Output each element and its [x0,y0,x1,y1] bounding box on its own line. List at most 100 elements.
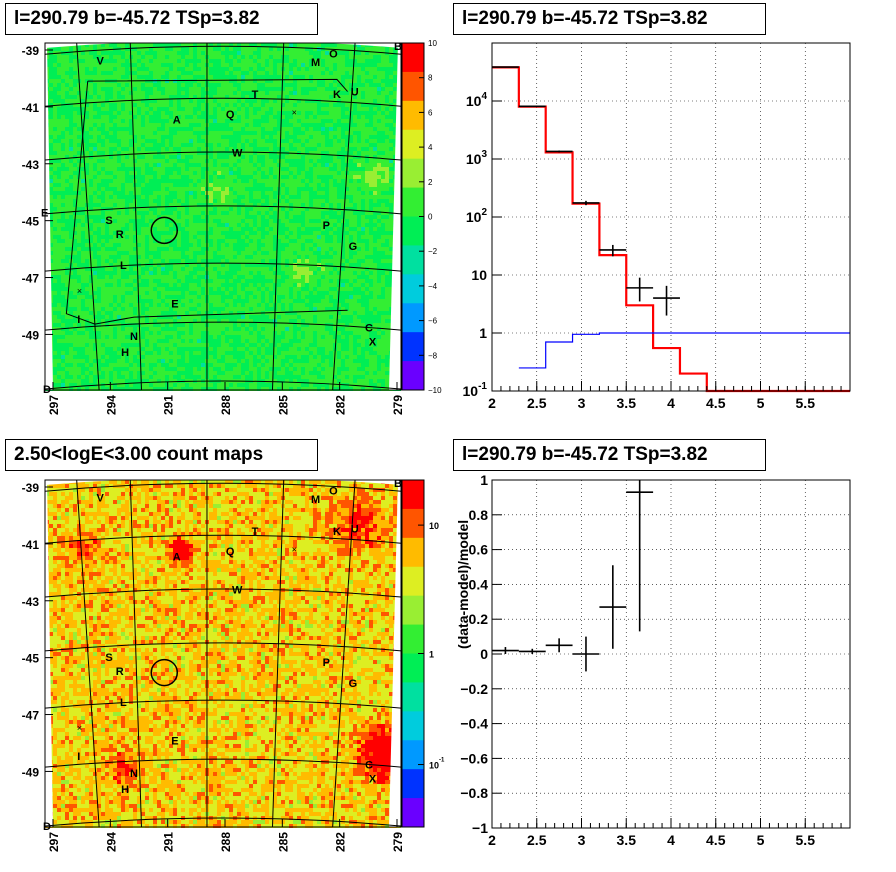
residual-heatmap-cell [377,95,381,99]
residual-heatmap-cell [49,223,53,227]
residual-heatmap-cell [257,103,261,107]
residual-heatmap-cell [329,67,333,71]
residual-heatmap-cell [61,267,65,271]
residual-heatmap-cell [289,235,293,239]
residual-heatmap-cell [333,95,337,99]
residual-heatmap-cell [213,43,217,47]
residual-heatmap-cell [197,111,201,115]
residual-heatmap-cell [57,207,61,211]
residual-heatmap-cell [349,71,353,75]
residual-heatmap-cell [177,167,181,171]
residual-heatmap-cell [125,199,129,203]
residual-heatmap-cell [141,227,145,231]
residual-heatmap-cell [49,251,53,255]
residual-heatmap-cell [225,175,229,179]
residual-heatmap-cell [293,167,297,171]
residual-heatmap-cell [137,123,141,127]
residual-heatmap-cell [301,255,305,259]
residual-heatmap-cell [381,183,385,187]
residual-heatmap-cell [185,135,189,139]
residual-heatmap-cell [153,203,157,207]
residual-heatmap-cell [317,251,321,255]
residual-heatmap-cell [329,123,333,127]
residual-heatmap-cell [365,207,369,211]
residual-heatmap-cell [165,247,169,251]
residual-heatmap-cell [69,175,73,179]
residual-heatmap-cell [193,255,197,259]
residual-heatmap-cell [69,79,73,83]
residual-heatmap-cell [273,43,277,47]
residual-heatmap-cell [369,127,373,131]
residual-heatmap-cell [173,123,177,127]
residual-heatmap-cell [213,219,217,223]
residual-heatmap-cell [201,191,205,195]
residual-heatmap-cell [385,123,389,127]
residual-heatmap-cell [189,235,193,239]
residual-heatmap-cell [289,47,293,51]
residual-heatmap-cell [381,231,385,235]
residual-heatmap-cell [101,195,105,199]
residual-heatmap-cell [189,259,193,263]
residual-heatmap-cell [109,263,113,267]
residual-heatmap-cell [141,151,145,155]
residual-heatmap-cell [193,191,197,195]
residual-heatmap-cell [89,111,93,115]
residual-heatmap-cell [365,255,369,259]
residual-heatmap-cell [77,259,81,263]
residual-heatmap-cell [49,215,53,219]
residual-heatmap-cell [101,43,105,47]
residual-heatmap-cell [369,247,373,251]
residual-heatmap-cell [229,263,233,267]
residual-heatmap-cell [89,67,93,71]
residual-heatmap-cell [49,103,53,107]
residual-heatmap-cell [209,203,213,207]
residual-heatmap-cell [257,175,261,179]
residual-heatmap-cell [113,203,117,207]
residual-heatmap-cell [309,175,313,179]
residual-heatmap-cell [349,215,353,219]
residual-heatmap-cell [265,47,269,51]
residual-heatmap-cell [117,227,121,231]
residual-heatmap-cell [53,223,57,227]
residual-heatmap-cell [253,151,257,155]
residual-heatmap-cell [117,219,121,223]
residual-heatmap-cell [273,211,277,215]
residual-heatmap-cell [73,131,77,135]
residual-heatmap-cell [101,151,105,155]
residual-heatmap-cell [193,187,197,191]
residual-heatmap-cell [285,111,289,115]
residual-heatmap-cell [257,235,261,239]
residual-heatmap-cell [117,183,121,187]
residual-heatmap-cell [189,247,193,251]
residual-heatmap-cell [109,55,113,59]
residual-heatmap-cell [169,207,173,211]
residual-heatmap-cell [281,87,285,91]
residual-heatmap-cell [213,119,217,123]
residual-heatmap-cell [185,251,189,255]
residual-heatmap-cell [373,63,377,67]
residual-heatmap-cell [85,171,89,175]
residual-heatmap-cell [77,219,81,223]
residual-heatmap-cell [305,107,309,111]
residual-heatmap-cell [185,191,189,195]
residual-heatmap-cell [237,95,241,99]
residual-heatmap-cell [65,227,69,231]
residual-heatmap-cell [69,207,73,211]
residual-heatmap-cell [265,143,269,147]
residual-heatmap-cell [217,203,221,207]
residual-heatmap-cell [165,187,169,191]
residual-heatmap-cell [145,95,149,99]
residual-heatmap-cell [101,47,105,51]
residual-heatmap-cell [329,87,333,91]
residual-heatmap-cell [97,159,101,163]
residual-heatmap-cell [141,195,145,199]
residual-heatmap-cell [105,167,109,171]
residual-heatmap-cell [221,167,225,171]
residual-heatmap-cell [69,251,73,255]
residual-heatmap-cell [309,211,313,215]
residual-heatmap-cell [325,215,329,219]
residual-heatmap-cell [289,179,293,183]
residual-heatmap-cell [357,79,361,83]
residual-heatmap-cell [385,91,389,95]
residual-heatmap-cell [349,223,353,227]
